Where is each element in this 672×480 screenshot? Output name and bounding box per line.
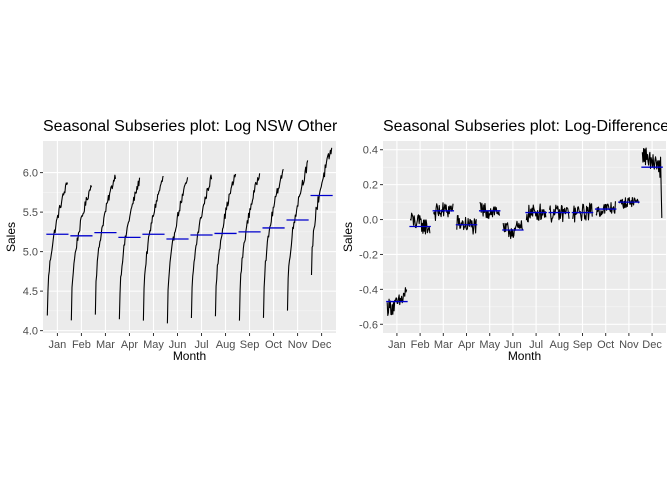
x-tick-label: Oct [265,339,282,351]
right-y-ticks: -0.6 -0.4 -0.2 0.0 0.2 0.4 [359,145,383,331]
right-chart-panel: Seasonal Subseries plot: Log-Differenced… [341,118,672,363]
series-line-dec [310,147,333,276]
y-tick-label: -0.6 [359,319,378,331]
x-tick-label: Aug [550,339,570,351]
series-line-sep [238,173,261,321]
x-tick-label: Nov [619,339,639,351]
x-tick-label: Apr [458,339,475,351]
x-tick-label: Jul [529,339,543,351]
right-y-axis-label: Sales [341,222,355,252]
x-tick-label: Oct [597,339,614,351]
series-line-mar [94,174,117,315]
x-tick-label: Mar [434,339,453,351]
left-chart-title: Seasonal Subseries plot: Log NSW Other [43,118,338,135]
x-tick-label: Aug [216,339,236,351]
right-mean-lines [386,166,663,303]
x-tick-label: Dec [642,339,662,351]
x-tick-label: Sep [240,339,260,351]
series-line-jul [190,174,213,318]
x-tick-label: Mar [96,339,115,351]
series-line-jun [166,177,189,324]
series-line-may [479,201,500,220]
left-y-ticks: 4.0 4.5 5.0 5.5 6.0 [23,168,43,338]
left-x-ticks: Jan Feb Mar Apr May Jun Jul Aug Sep Oct Nov Dec [49,333,332,351]
x-tick-label: Jun [169,339,187,351]
series-line-jan [46,182,69,316]
x-tick-label: May [143,339,164,351]
title-clip-mask [337,110,345,138]
series-line-oct [262,169,284,318]
title-clip-mask-right [667,110,672,138]
y-tick-label: 5.5 [23,207,38,219]
y-tick-label: 4.0 [23,326,38,338]
y-tick-label: -0.4 [359,284,378,296]
x-tick-label: Jan [49,339,67,351]
series-line-dec [641,147,663,218]
x-tick-label: Jan [388,339,406,351]
y-tick-label: 4.5 [23,286,38,298]
x-tick-label: Feb [72,339,91,351]
x-tick-label: Apr [121,339,138,351]
y-tick-label: -0.2 [359,249,378,261]
right-series-lines [386,147,663,316]
x-tick-label: Sep [573,339,593,351]
series-line-feb [409,212,431,235]
x-tick-label: Dec [312,339,332,351]
series-line-jun [502,220,524,240]
left-mean-lines [46,194,333,240]
series-line-apr [118,177,141,320]
series-line-nov [286,160,309,311]
x-tick-label: Feb [411,339,430,351]
right-x-ticks: Jan Feb Mar Apr May Jun Jul Aug Sep Oct Nov Dec [388,333,662,351]
series-line-may [142,175,164,321]
y-tick-label: 6.0 [23,168,38,180]
series-line-jan [386,287,408,316]
left-chart-panel: Seasonal Subseries plot: Log NSW Other 4… [4,118,338,363]
y-tick-label: 5.0 [23,247,38,259]
x-tick-label: Jun [504,339,522,351]
series-line-mar [433,202,454,221]
series-line-aug [214,173,237,317]
x-tick-label: Nov [288,339,308,351]
x-tick-label: Jul [194,339,208,351]
x-tick-label: May [479,339,500,351]
series-line-nov [618,197,640,209]
left-grid [43,141,336,333]
series-line-apr [456,214,477,235]
left-series-lines [46,147,333,324]
series-line-feb [70,185,93,321]
y-tick-label: 0.0 [363,215,378,227]
right-chart-title: Seasonal Subseries plot: Log-Differenced [383,118,672,135]
right-x-axis-label: Month [508,349,541,363]
series-line-jul [525,203,547,223]
left-y-axis-label: Sales [4,222,18,252]
left-x-axis-label: Month [173,349,206,363]
y-tick-label: 0.2 [363,180,378,192]
y-tick-label: 0.4 [363,145,378,157]
